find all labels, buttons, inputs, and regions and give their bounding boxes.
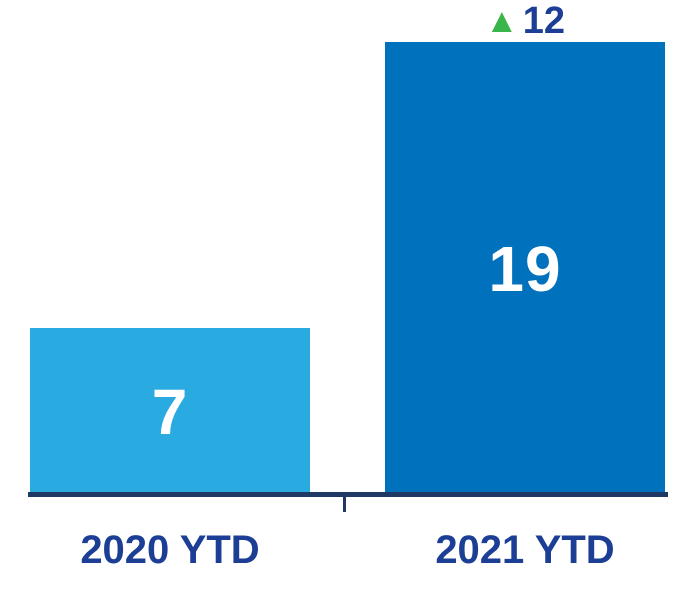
bar-value-2021: 19 [488,232,562,305]
delta-value: 12 [522,0,565,42]
delta-label: ▲ 12 [385,2,665,40]
x-axis-line [28,492,668,497]
category-label-2020-ytd: 2020 YTD [80,528,260,572]
category-label-2021-ytd: 2021 YTD [435,528,615,572]
bar-value-2020: 7 [151,375,189,448]
up-triangle-icon: ▲ [485,2,519,40]
bar-2021-ytd: 19 [385,42,665,495]
bar-2020-ytd: 7 [30,328,310,495]
x-axis-tick [343,492,346,512]
